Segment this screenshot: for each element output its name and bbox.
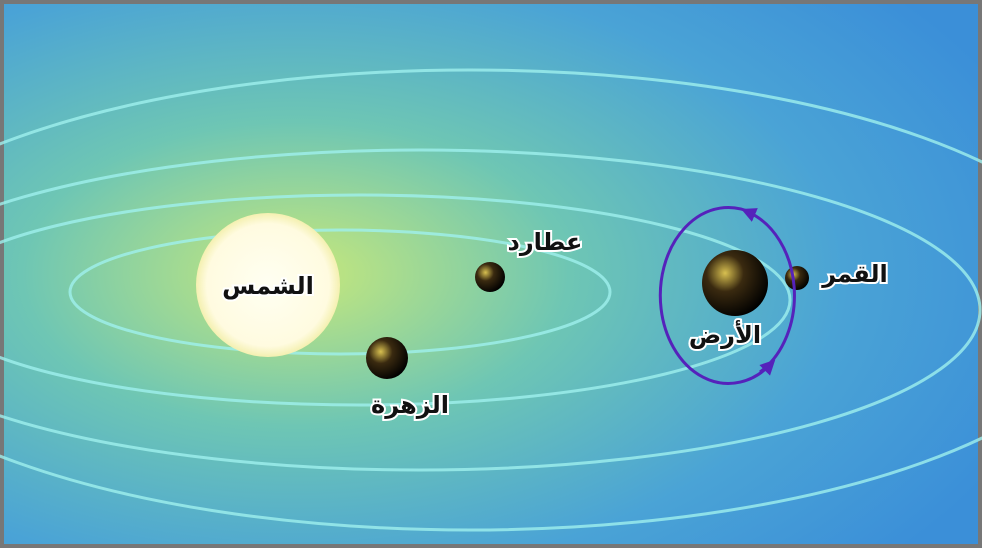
orbit <box>0 148 982 472</box>
sun <box>196 213 340 357</box>
label: القمر <box>821 260 888 288</box>
venus <box>366 337 408 379</box>
label: الأرض <box>689 320 761 349</box>
orbit <box>68 228 612 356</box>
earth <box>702 250 768 316</box>
moon <box>785 266 809 290</box>
orbits <box>0 68 982 532</box>
label: الزهرة <box>371 391 449 419</box>
label: عطارد <box>508 228 583 256</box>
mercury <box>475 262 505 292</box>
orbit <box>0 193 792 407</box>
orbit <box>0 68 982 532</box>
moon-orbit <box>658 205 776 385</box>
moon-orbit <box>741 208 796 374</box>
label: الشمس <box>222 272 314 300</box>
